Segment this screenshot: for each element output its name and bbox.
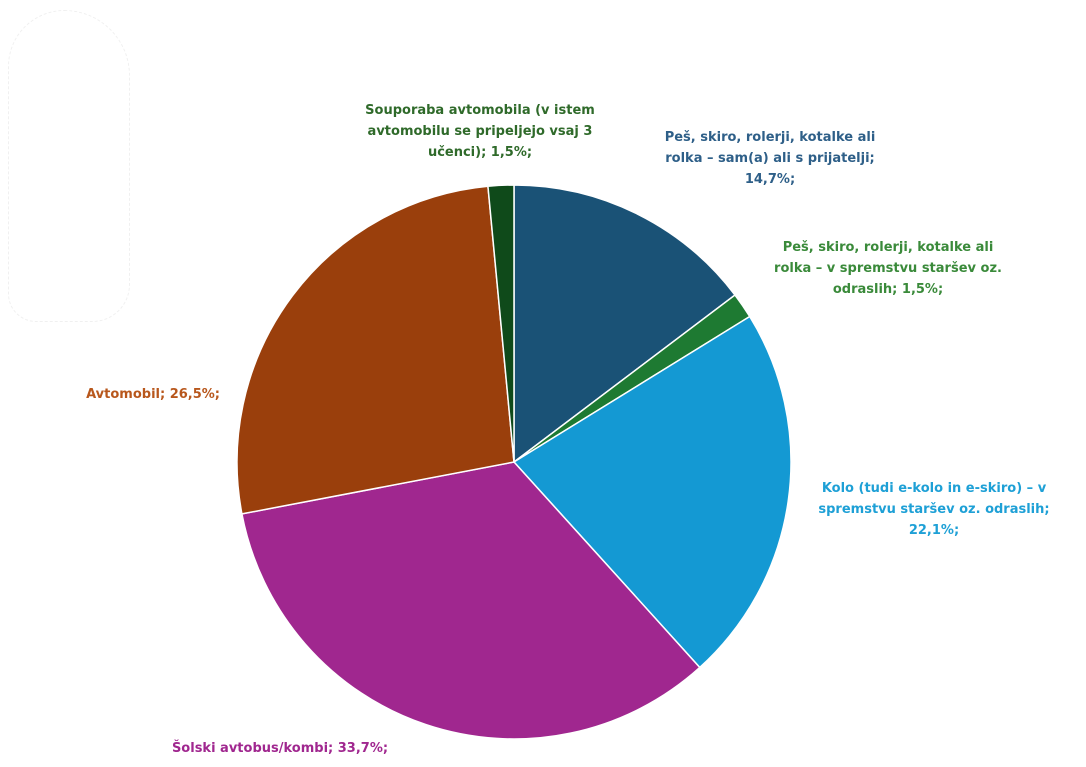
label-walk-alone-line-1: Peš, skiro, rolerji, kotalke ali	[664, 130, 876, 145]
label-bus-line-1: Šolski avtobus/kombi; 33,7%;	[171, 741, 389, 756]
label-walk-adults-line-2: rolka – v spremstvu staršev oz.	[774, 261, 1002, 276]
label-walk-adults-line-1: Peš, skiro, rolerji, kotalke ali	[782, 240, 994, 255]
pie-slice-bus	[241, 461, 701, 740]
label-walk-alone-line-3: 14,7%;	[744, 172, 796, 187]
label-carpool-line-1: Souporaba avtomobila (v istem	[365, 103, 595, 118]
label-bus: Šolski avtobus/kombi; 33,7%;	[130, 738, 430, 759]
pie-slice-bike	[512, 315, 792, 669]
pie-slice-carpool	[487, 184, 515, 463]
background-decoration	[8, 10, 130, 322]
label-carpool: Souporaba avtomobila (v istem avtomobilu…	[330, 100, 630, 163]
label-bike-line-1: Kolo (tudi e-kolo in e-skiro) – v	[821, 481, 1047, 496]
label-car-line-1: Avtomobil; 26,5%;	[86, 387, 220, 402]
label-carpool-line-2: avtomobilu se pripeljejo vsaj 3	[367, 124, 593, 139]
label-bike: Kolo (tudi e-kolo in e-skiro) – v sprems…	[786, 478, 1082, 541]
pie-slice-walk-alone	[513, 184, 737, 464]
label-bike-line-3: 22,1%;	[908, 523, 960, 538]
label-carpool-line-3: učenci); 1,5%;	[427, 145, 533, 160]
label-walk-alone-line-2: rolka – sam(a) ali s prijatelji;	[665, 151, 875, 166]
label-bike-line-2: spremstvu staršev oz. odraslih;	[818, 502, 1050, 517]
label-car: Avtomobil; 26,5%;	[20, 384, 220, 405]
label-walk-alone: Peš, skiro, rolerji, kotalke ali rolka –…	[620, 127, 920, 190]
label-walk-adults: Peš, skiro, rolerji, kotalke ali rolka –…	[738, 237, 1038, 300]
label-walk-adults-line-3: odraslih; 1,5%;	[832, 282, 944, 297]
pie-slice-car	[236, 185, 515, 515]
